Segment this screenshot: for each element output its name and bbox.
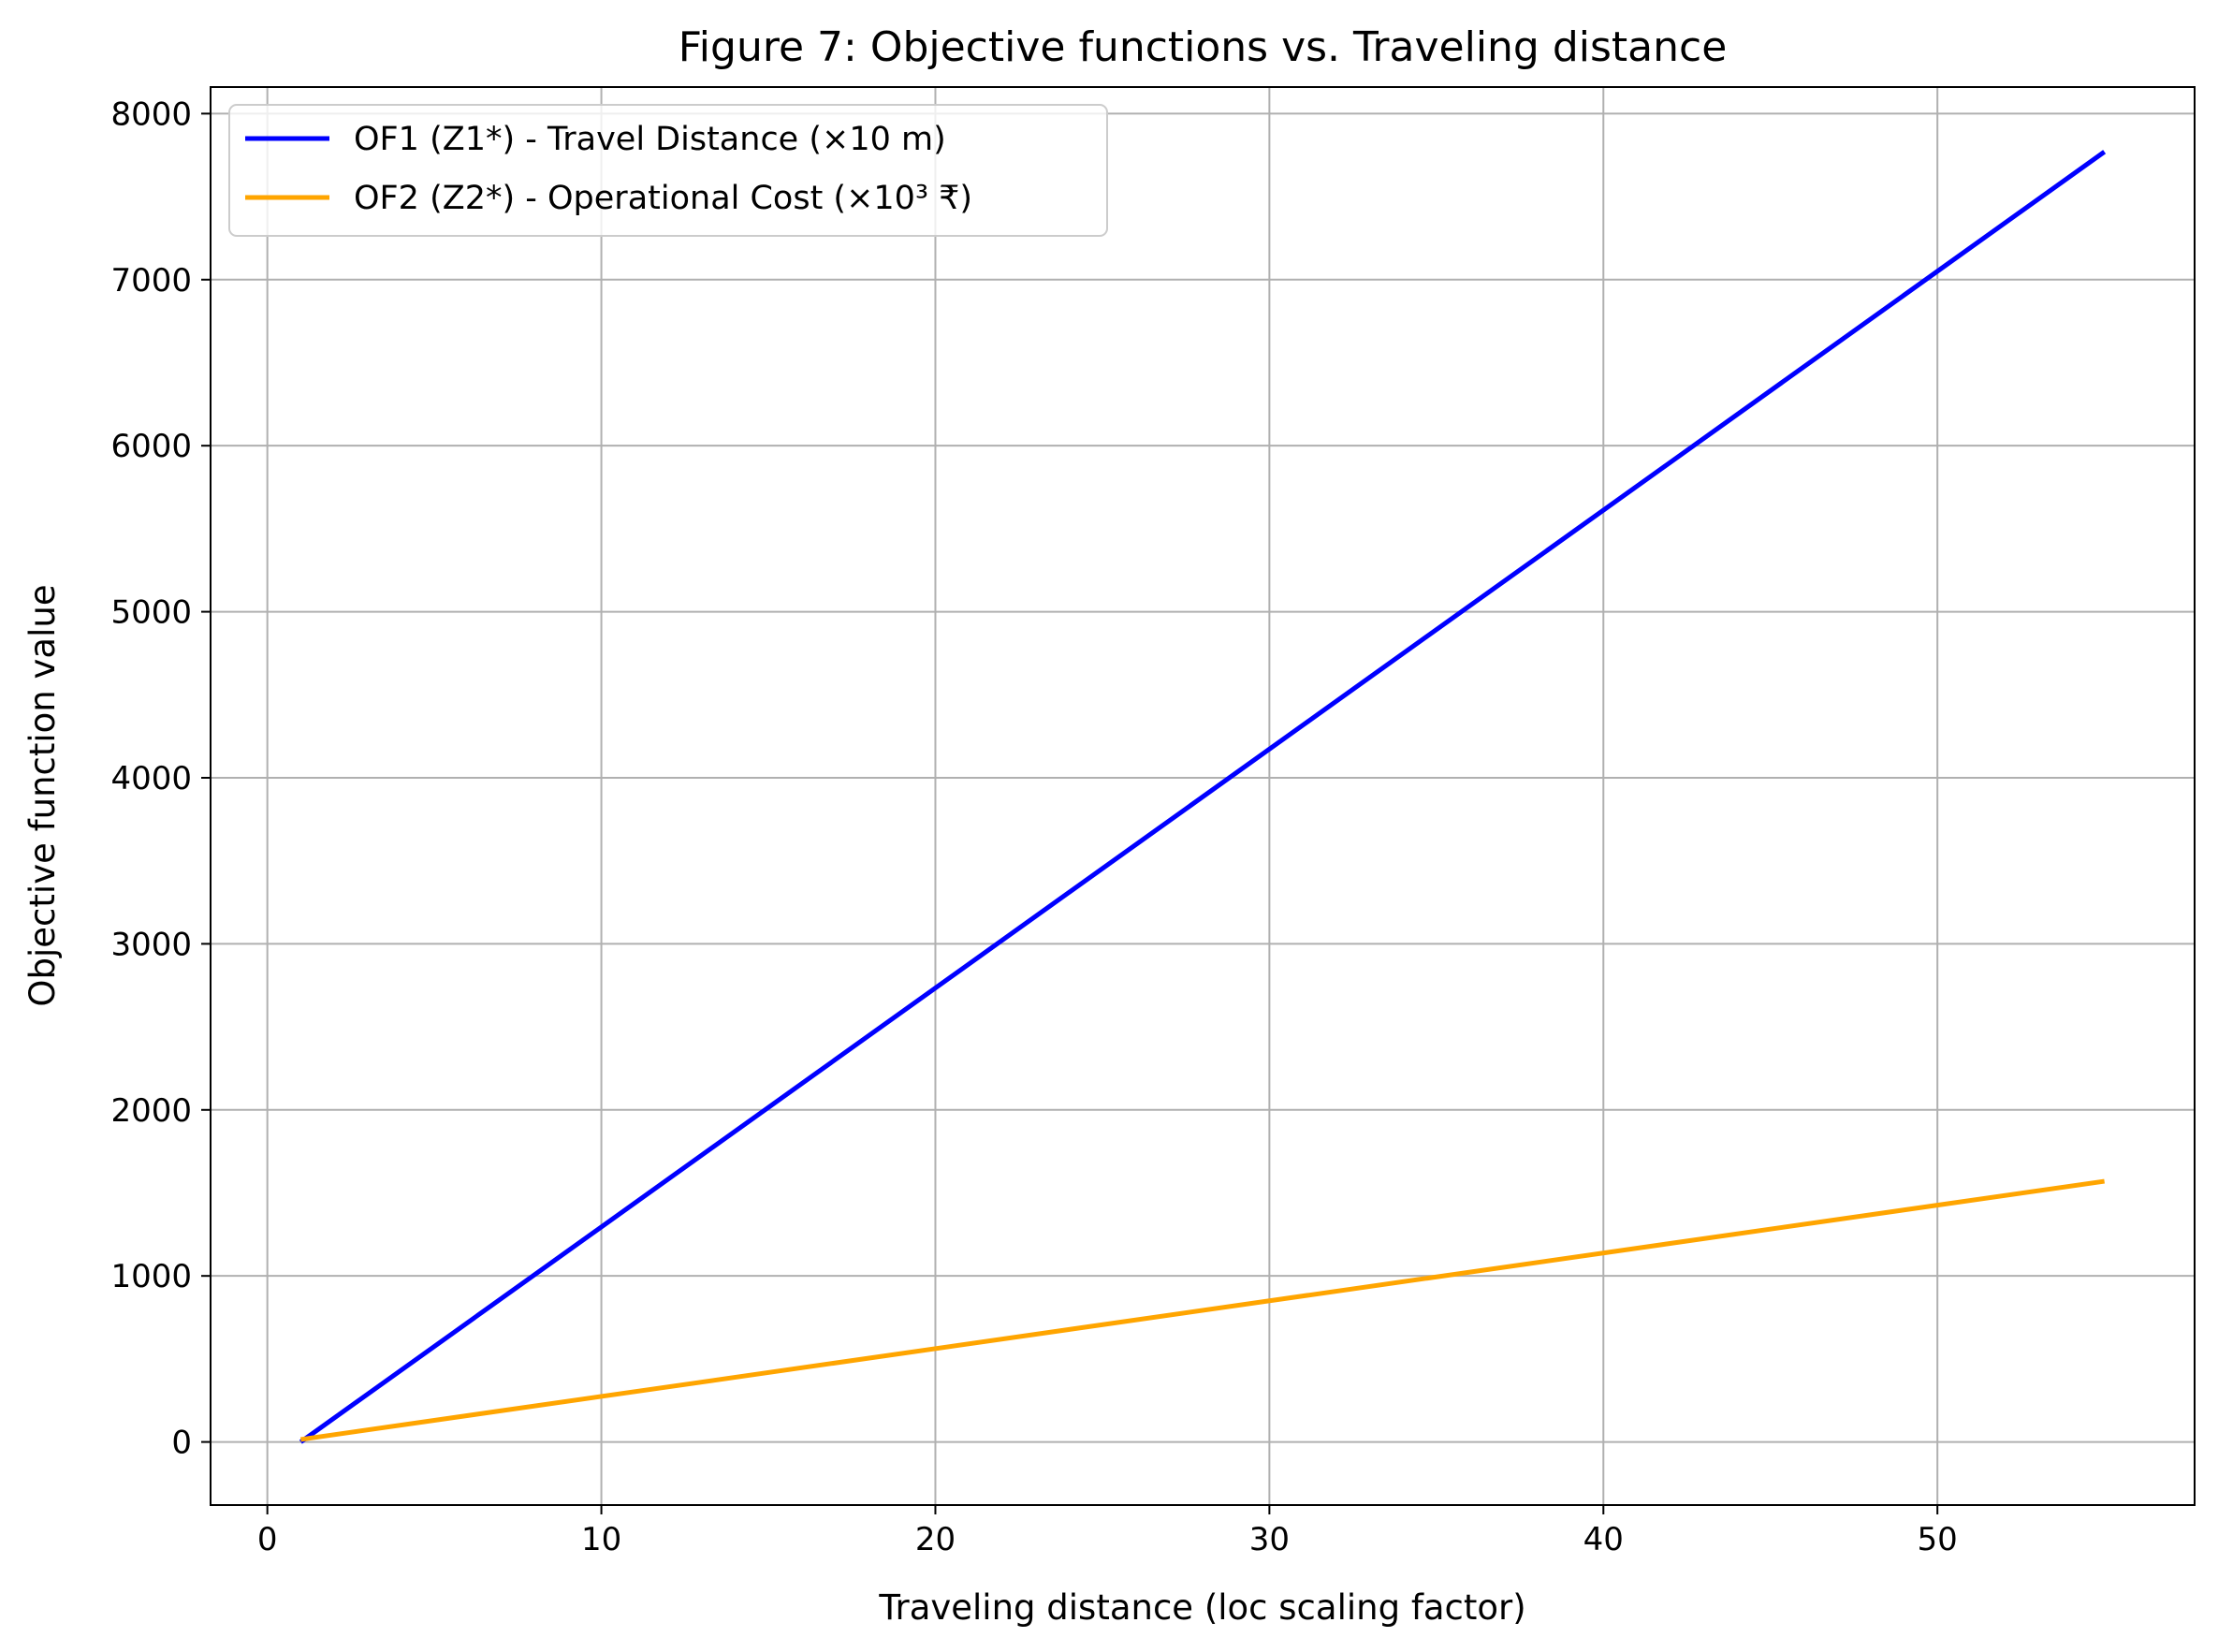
y-axis-label: Objective function value: [22, 584, 63, 1006]
y-tick-label-8000: 8000: [110, 95, 192, 133]
grid-lines: [211, 87, 2195, 1505]
legend: OF1 (Z1*) - Travel Distance (×10 m) OF2 …: [228, 104, 1108, 237]
x-tick-label-10: 10: [581, 1521, 621, 1558]
y-tick-label-0: 0: [171, 1425, 192, 1462]
series-line-1: [299, 150, 2107, 1444]
x-tick-label-40: 40: [1583, 1521, 1624, 1558]
plot-frame: [210, 86, 2196, 1506]
y-tick-label-5000: 5000: [110, 594, 192, 632]
x-tick-label-50: 50: [1918, 1521, 1958, 1558]
x-tick-label-30: 30: [1249, 1521, 1290, 1558]
series-lines: [299, 150, 2107, 1444]
y-tick-label-6000: 6000: [110, 428, 192, 465]
legend-label-of2: OF2 (Z2*) - Operational Cost (×10³ ₹): [354, 180, 972, 217]
axis-ticks: 0 10 20 30 40 50 0 1000 2000 3000 4000 5000 6000 7000…: [110, 95, 1957, 1558]
legend-box: [228, 104, 1108, 237]
y-tick-label-2000: 2000: [110, 1092, 192, 1130]
y-tick-label-7000: 7000: [110, 262, 192, 300]
x-tick-label-0: 0: [257, 1521, 278, 1558]
x-axis-label: Traveling distance (loc scaling factor): [878, 1587, 1525, 1628]
series-line-2: [300, 1178, 2105, 1442]
y-tick-label-4000: 4000: [110, 760, 192, 797]
x-tick-label-20: 20: [915, 1521, 956, 1558]
legend-label-of1: OF1 (Z1*) - Travel Distance (×10 m): [354, 121, 946, 158]
chart-title: Figure 7: Objective functions vs. Travel…: [679, 23, 1728, 71]
y-tick-label-3000: 3000: [110, 926, 192, 963]
y-tick-label-1000: 1000: [110, 1258, 192, 1295]
